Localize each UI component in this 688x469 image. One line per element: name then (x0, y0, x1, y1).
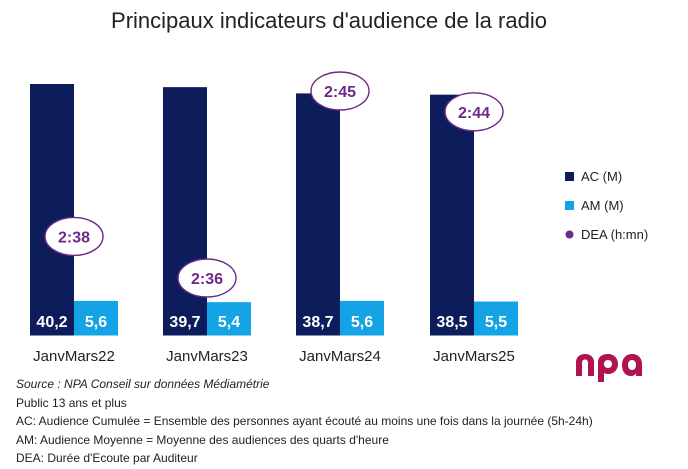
dea-marker (444, 92, 504, 132)
bar-am (74, 300, 118, 336)
public-note: Public 13 ans et plus (16, 395, 127, 410)
x-tick-label: JanvMars22 (33, 348, 115, 365)
bar-ac (430, 94, 474, 337)
chart-title: Principaux indicateurs d'audience de la … (111, 8, 547, 33)
data-label-dea: 2:38 (58, 229, 90, 246)
npa-logo (576, 354, 642, 382)
dea-marker (177, 258, 237, 298)
data-label-am: 5,6 (85, 314, 107, 331)
bar-ac (30, 84, 74, 336)
dea-marker (310, 71, 370, 111)
bar-am (340, 300, 384, 336)
x-tick-label: JanvMars23 (166, 348, 248, 365)
x-tick-label: JanvMars24 (299, 348, 381, 365)
legend-swatch (565, 172, 574, 181)
legend-marker-dea (565, 230, 574, 239)
data-label-am: 5,6 (351, 314, 373, 331)
source-note: Source : NPA Conseil sur données Médiamé… (16, 377, 270, 391)
bar-ac (163, 87, 207, 336)
data-label-ac: 38,5 (436, 314, 467, 331)
data-label-am: 5,4 (218, 314, 240, 331)
chart-notes: Source : NPA Conseil sur données Médiamé… (16, 375, 656, 468)
data-label-ac: 40,2 (36, 314, 67, 331)
x-tick-label: JanvMars25 (433, 348, 515, 365)
data-label-dea: 2:44 (458, 105, 490, 122)
dea-definition: DEA: Durée d'Ecoute par Auditeur (16, 451, 198, 465)
ac-definition: AC: Audience Cumulée = Ensemble des pers… (16, 414, 593, 428)
bar-am (207, 302, 251, 336)
bar-ac (296, 93, 340, 336)
data-label-am: 5,5 (485, 314, 507, 331)
bar-am (474, 301, 518, 336)
data-label-dea: 2:45 (324, 84, 356, 101)
data-label-ac: 39,7 (169, 314, 200, 331)
legend-label: AC (M) (581, 169, 622, 184)
legend-label: AM (M) (581, 198, 624, 213)
legend-label: DEA (h:mn) (581, 227, 648, 242)
legend-swatch (565, 201, 574, 210)
dea-marker (44, 216, 104, 257)
data-label-ac: 38,7 (302, 314, 333, 331)
am-definition: AM: Audience Moyenne = Moyenne des audie… (16, 432, 389, 447)
data-label-dea: 2:36 (191, 271, 223, 288)
